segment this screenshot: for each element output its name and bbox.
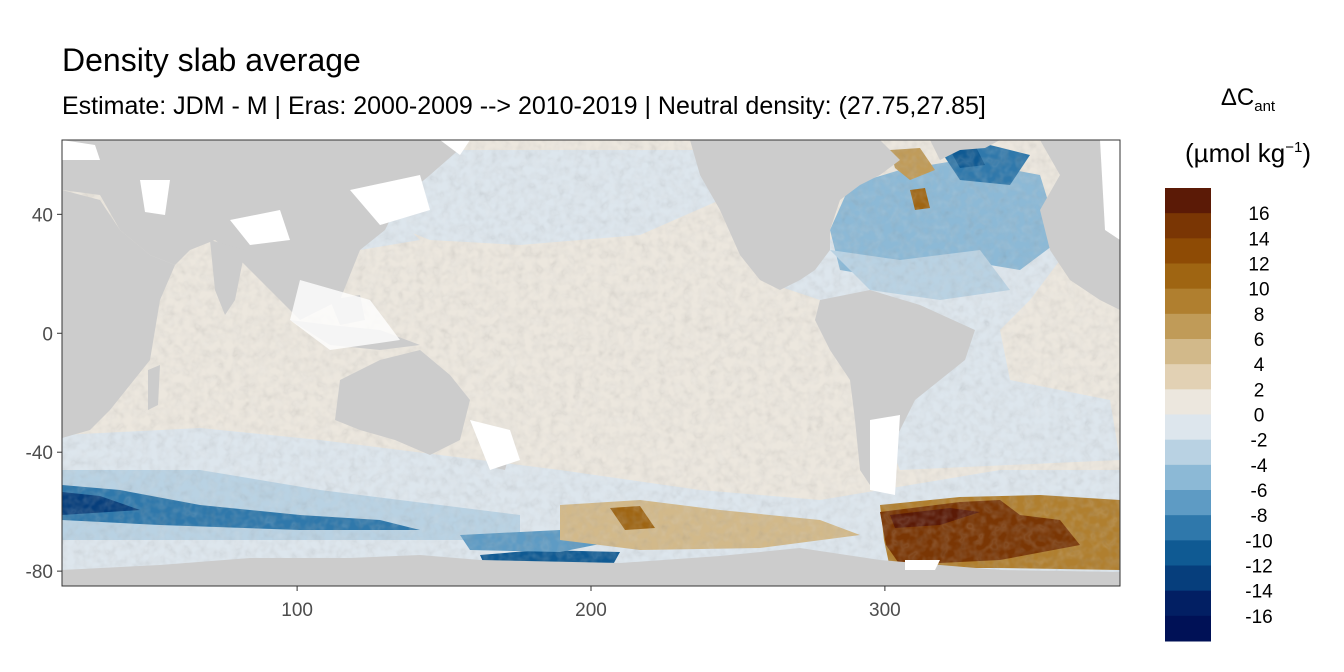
land-africa — [62, 140, 175, 438]
legend-label: 8 — [1254, 305, 1265, 326]
legend-swatch — [1165, 590, 1211, 617]
legend-label: 4 — [1254, 355, 1265, 376]
land-australia — [335, 350, 470, 455]
x-tick-label: 200 — [575, 600, 607, 621]
land-madagascar — [148, 365, 160, 410]
legend-label: -8 — [1251, 506, 1268, 527]
legend-swatch — [1165, 339, 1211, 365]
y-axis: 40 0 -40 -80 — [26, 205, 62, 583]
legend-label: 10 — [1248, 280, 1269, 301]
legend-label: -12 — [1245, 557, 1272, 578]
land-greenland — [930, 140, 1000, 160]
y-tick-label: 0 — [42, 324, 53, 345]
legend-swatch — [1165, 188, 1211, 214]
chart-subtitle: Estimate: JDM - M | Eras: 2000-2009 --> … — [62, 92, 986, 120]
legend-label: 6 — [1254, 330, 1265, 351]
legend-label: 12 — [1248, 255, 1269, 276]
legend-label: -2 — [1251, 431, 1268, 452]
legend-label: -14 — [1245, 582, 1273, 603]
y-tick-label: -40 — [26, 443, 53, 464]
legend-swatch — [1165, 615, 1211, 642]
legend-swatch — [1165, 565, 1211, 592]
legend-label: 14 — [1248, 229, 1270, 250]
missing-data — [62, 140, 1120, 570]
legend-swatch — [1165, 414, 1211, 441]
x-tick-label: 300 — [869, 600, 901, 621]
legend-swatch — [1165, 213, 1211, 239]
legend-label: -10 — [1245, 531, 1272, 552]
legend-swatch — [1165, 439, 1211, 466]
legend-swatch — [1165, 540, 1211, 566]
legend-swatch — [1165, 464, 1211, 491]
legend-swatch — [1165, 238, 1211, 264]
legend-label: -4 — [1251, 456, 1268, 477]
legend-swatch — [1165, 313, 1211, 340]
legend-label: 16 — [1248, 204, 1269, 225]
land-north-america — [690, 140, 900, 290]
legend-swatch — [1165, 490, 1211, 516]
legend-unit: (µmol kg−1) — [1148, 140, 1344, 166]
legend-swatch — [1165, 364, 1211, 390]
y-tick-label: 40 — [32, 205, 53, 226]
land-india — [210, 240, 245, 315]
legend-unit-prefix: (µmol kg — [1185, 138, 1286, 168]
legend-label: 0 — [1254, 406, 1265, 427]
x-axis: 100 200 300 — [281, 586, 901, 621]
chart-title: Density slab average — [62, 42, 361, 78]
land-europe — [1040, 140, 1120, 310]
land-antarctica — [62, 548, 1120, 586]
y-tick-label: -80 — [26, 562, 53, 583]
map-panel — [62, 140, 1120, 586]
x-tick-label: 100 — [281, 600, 313, 621]
legend-swatch — [1165, 263, 1211, 290]
legend-swatch — [1165, 515, 1211, 541]
legend-unit-sup: −1 — [1285, 139, 1303, 156]
legend-label: -6 — [1251, 481, 1268, 502]
legend-swatch — [1165, 389, 1211, 415]
legend-subscript: ant — [1254, 98, 1276, 115]
legend-unit-suffix: ) — [1302, 138, 1311, 168]
land-south-america — [815, 290, 975, 485]
legend-swatch — [1165, 288, 1211, 315]
legend-label: 2 — [1254, 380, 1265, 401]
legend-title: ΔCant (µmol kg−1) — [1148, 84, 1344, 167]
legend-symbol: ΔC — [1220, 84, 1255, 111]
legend-label: -16 — [1245, 607, 1272, 628]
legend: 16 14 12 10 8 6 4 2 0 -2 -4 -6 -8 -10 -12 -14 -16 — [1165, 188, 1273, 642]
